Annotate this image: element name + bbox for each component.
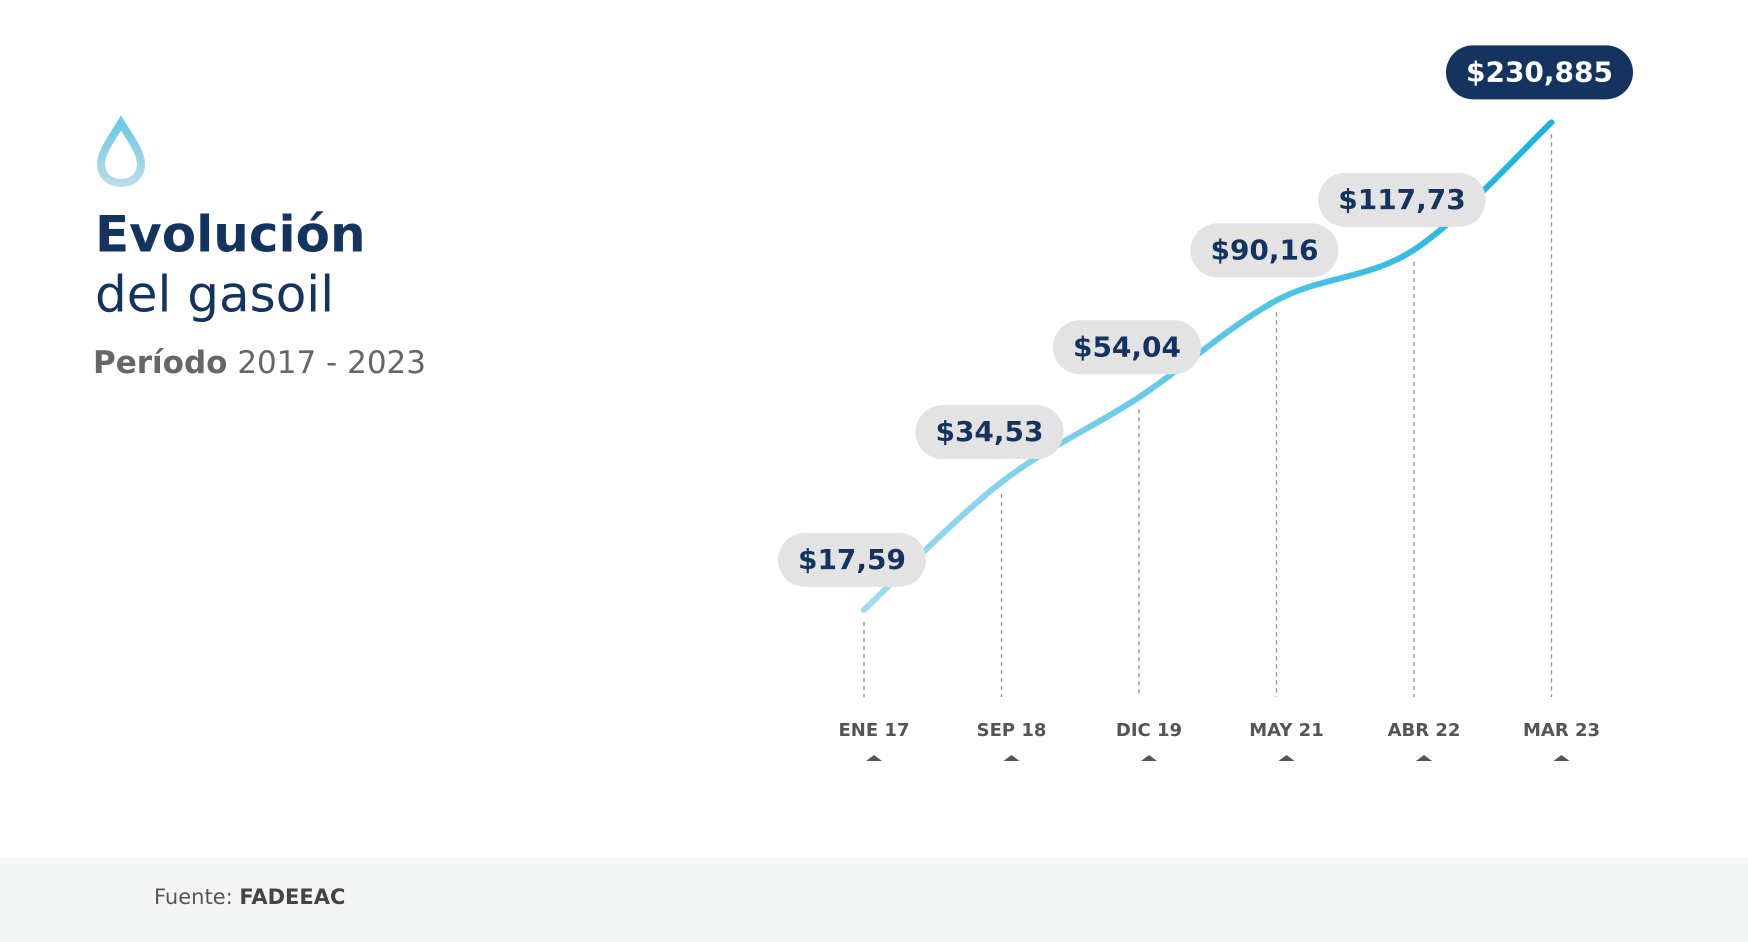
value-label: $34,53 (935, 415, 1043, 448)
value-pill (1318, 172, 1486, 227)
value-label: $90,16 (1210, 233, 1318, 266)
source-label: Fuente: (154, 885, 233, 909)
value-label-group: $54,04 (1052, 320, 1202, 375)
x-tick-label: ENE 17 (839, 720, 910, 741)
value-pill (1190, 223, 1339, 278)
tick-triangle (1003, 755, 1020, 761)
title-line: del gasoil (95, 266, 334, 324)
value-label: $117,73 (1338, 183, 1466, 216)
tick-triangle (1141, 755, 1157, 761)
source-name: FADEEAC (239, 885, 345, 909)
x-tick-label: MAY 21 (1249, 720, 1323, 741)
tick-triangle (1416, 755, 1432, 761)
x-tick-label: MAR 23 (1523, 720, 1600, 741)
title-line: Evolución (95, 206, 366, 264)
tick-triangle (866, 755, 882, 761)
tick-triangle (1278, 755, 1295, 761)
source: Fuente: FADEEAC (154, 885, 345, 909)
drop-icon (96, 115, 146, 188)
value-label-group: $117,73 (1318, 172, 1486, 227)
value-label: $230,885 (1466, 55, 1613, 88)
line (861, 119, 1555, 613)
subtitle-label: Período (93, 345, 227, 381)
tick-triangle (1553, 755, 1570, 761)
x-tick-label: DIC 19 (1116, 720, 1182, 741)
value-pill (915, 405, 1064, 460)
value-label: $17,59 (798, 543, 906, 576)
value-pill (1445, 45, 1634, 100)
value-pill (777, 532, 927, 587)
value-pill (1052, 320, 1202, 375)
value-label-group: $17,59 (777, 532, 927, 587)
value-label-group: $230,885 (1445, 45, 1634, 100)
x-tick-label: ABR 22 (1388, 720, 1461, 741)
subtitle: Período 2017 - 2023 (93, 345, 426, 381)
value-label-group: $90,16 (1190, 223, 1339, 278)
value-label-group: $34,53 (915, 405, 1064, 460)
x-tick-label: SEP 18 (977, 720, 1047, 741)
value-label: $54,04 (1073, 330, 1181, 363)
subtitle-period: 2017 - 2023 (237, 345, 426, 381)
footer-band (0, 858, 1748, 942)
